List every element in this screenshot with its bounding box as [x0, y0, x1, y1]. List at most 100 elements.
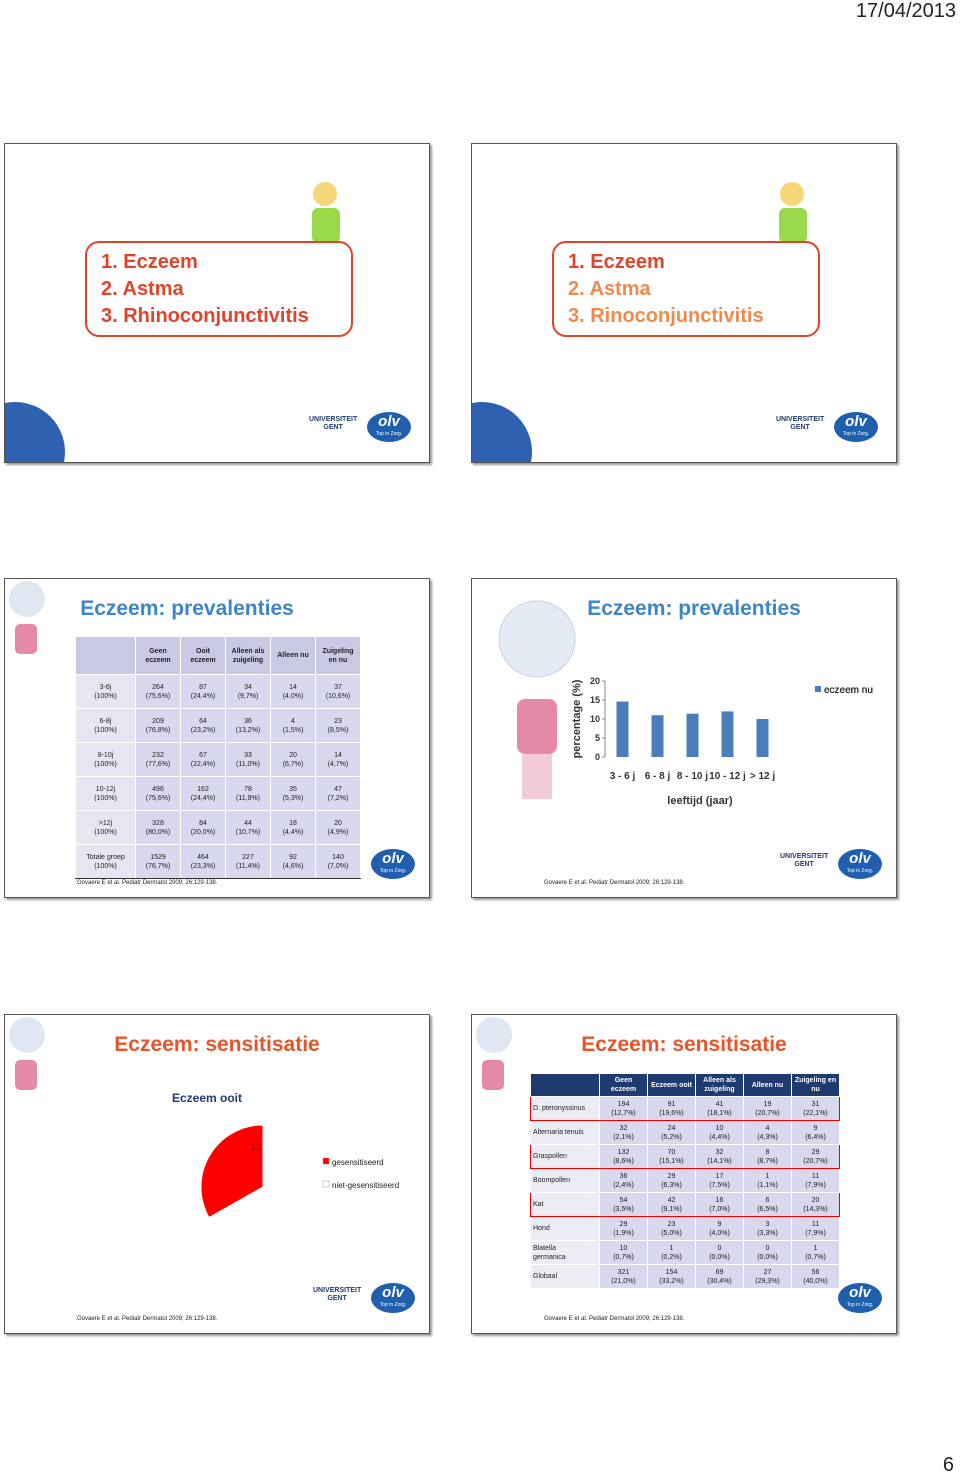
value-label: 33,2 [250, 1143, 270, 1154]
logo-text: UNIVERSITEIT [313, 1287, 362, 1294]
data-table: Geen eczeem Eczeem ooit Alleen als zuigeli… [530, 1073, 840, 1289]
header-cell: Alleen nu [270, 636, 316, 675]
table-cell: 23 (8,5%) [315, 708, 361, 743]
table-cell: 20 (14,3%) [791, 1192, 840, 1217]
y-tick-label: 5 [595, 733, 600, 743]
table-row: Globaal 321 (21,0%) 154 (33,2%) 69 (30,4%) 2… [530, 1264, 840, 1289]
table-cell: 6 (6,5%) [743, 1192, 792, 1217]
table-cell: 10 (0,7%) [599, 1240, 648, 1265]
legend-swatch [322, 1157, 330, 1165]
list-item: 2. Astma [101, 278, 184, 300]
table-cell: 321 (21,0%) [599, 1264, 648, 1289]
list-item: 3. Rhinoconjunctivitis [101, 305, 309, 327]
child-illustration [498, 600, 576, 799]
table-row: Kat 54 (3,5%) 42 (9,1%) 16 (7,0%) 6 (6,5%) 20… [530, 1192, 840, 1217]
table-cell: 132 (8,6%) [599, 1144, 648, 1169]
table-cell: 29 (20,7%) [791, 1144, 840, 1169]
table-cell: 32 (14,1%) [695, 1144, 744, 1169]
decoration [5, 402, 65, 462]
header-cell: Alleen als zuigeling [695, 1073, 744, 1097]
pie-slice [208, 1124, 326, 1250]
table-cell: 232 (77,6%) [135, 742, 181, 777]
ugent-logo: UNIVERSITEIT GENT [313, 1287, 361, 1303]
row-label: Alternaria tenuis [530, 1120, 600, 1145]
logo-text: olv [378, 413, 400, 430]
logo-text: UNIVERSITEIT [776, 416, 825, 423]
table-row: D. pteronyssinus 194 (12,7%) 91 (19,6%) 41 … [530, 1096, 840, 1121]
x-tick-label: > 12 j [750, 771, 776, 782]
table-cell: 44 (10,7%) [225, 810, 271, 845]
table-row: Graspollen 132 (8,6%) 70 (15,1%) 32 (14,1%)… [530, 1144, 840, 1169]
header-cell: Eczeem ooit [647, 1073, 696, 1097]
chart: 0 5 10 15 20 3 - 6 j 6 - 8 j 8 - 10 j 10 - 12 j >… [571, 676, 873, 807]
row-label: 3-6j (100%) [75, 674, 136, 709]
x-tick-label: 6 - 8 j [645, 771, 671, 782]
table-row: Boompollen 36 (2,4%) 29 (6,3%) 17 (7,5%) 1 (… [530, 1168, 840, 1193]
bar [686, 713, 699, 757]
x-axis-label: leeftijd (jaar) [667, 795, 733, 807]
header-cell [75, 636, 136, 675]
table-cell: 14 (4,0%) [270, 674, 316, 709]
table-cell: 0 (0,0%) [743, 1240, 792, 1265]
table-cell: 11 (7,9%) [791, 1216, 840, 1241]
olv-logo: olv Top in Zorg. [371, 849, 415, 879]
table-row: Blatella germanica 10 (0,7%) 1 (0,2%) 0 (0,… [530, 1240, 840, 1265]
table-cell: 328 (80,0%) [135, 810, 181, 845]
table-cell: 1 (0,7%) [791, 1240, 840, 1265]
decoration [472, 402, 532, 462]
logo-text: olv [849, 1284, 871, 1301]
row-label: D. pteronyssinus [530, 1096, 600, 1121]
logo-text: Top in Zorg. [379, 1302, 407, 1308]
bar [756, 719, 769, 757]
table-cell: 54 (3,5%) [599, 1192, 648, 1217]
table-cell: 34 (9,7%) [225, 674, 271, 709]
x-tick-label: 8 - 10 j [677, 771, 708, 782]
row-label: Hond [530, 1216, 600, 1241]
row-label: >12j (100%) [75, 810, 136, 845]
table-cell: 18 (4,4%) [270, 810, 316, 845]
table-cell: 264 (75,6%) [135, 674, 181, 709]
header-cell: Alleen als zuigeling [225, 636, 271, 675]
olv-logo: olv Top in Zorg. [838, 1283, 882, 1313]
table-row: 6-8j (100%) 209 (76,8%) 64 (23,2%) 36 (13,2… [75, 708, 361, 743]
date: 17/04/2013 [855, 0, 956, 22]
table-cell: 1 (1,1%) [743, 1168, 792, 1193]
legend-label: eczeem nu [824, 685, 873, 696]
header-cell: Ooit eczeem [180, 636, 226, 675]
list-box: 1. Eczeem 2. Astma 3. Rinoconjunctivitis [552, 241, 820, 337]
table-cell: 162 (24,4%) [180, 776, 226, 811]
logo-text: UNIVERSITEIT [780, 853, 829, 860]
table-cell: 27 (29,3%) [743, 1264, 792, 1289]
child-illustration [9, 1017, 45, 1090]
table-cell: 4 (4,3%) [743, 1120, 792, 1145]
table-cell: 36 (13,2%) [225, 708, 271, 743]
table-cell: 33 (11,0%) [225, 742, 271, 777]
list-box: 1. Eczeem 2. Astma 3. Rhinoconjunctiviti… [85, 241, 353, 337]
table-row: Totale groep (100%) 1529 (76,7%) 464 (23,3… [75, 844, 361, 879]
table-row: 3-6j (100%) 264 (75,6%) 87 (24,4%) 34 (9,7%… [75, 674, 361, 709]
legend-label: niet-gesensitiseerd [332, 1181, 399, 1190]
data-table: Geen eczeem Ooit eczeem Alleen als zuigeli… [75, 636, 361, 879]
header-cell: Zuigeling en nu [315, 636, 361, 675]
table-cell: 154 (33,2%) [647, 1264, 696, 1289]
table-cell: 42 (9,1%) [647, 1192, 696, 1217]
table-cell: 17 (7,5%) [695, 1168, 744, 1193]
header-cell: Geen eczeem [135, 636, 181, 675]
table-cell: 92 (4,6%) [270, 844, 316, 879]
table-cell: 0 (0,0%) [695, 1240, 744, 1265]
chart-title: Eczeem ooit [172, 1091, 242, 1105]
table-cell: 3 (3,3%) [743, 1216, 792, 1241]
logo-text: olv [845, 413, 867, 430]
table-cell: 70 (15,1%) [647, 1144, 696, 1169]
slide: Eczeem: sensitisatie Govaere E et al. Pe… [4, 1014, 430, 1334]
bar [616, 701, 629, 757]
logo-text: Top in Zorg. [842, 431, 870, 437]
logo-text: olv [382, 850, 404, 867]
table-cell: 8 (8,7%) [743, 1144, 792, 1169]
table-cell: 464 (23,3%) [180, 844, 226, 879]
olv-logo: olv Top in Zorg. [834, 412, 878, 442]
table-cell: 78 (11,9%) [225, 776, 271, 811]
table-cell: 140 (7,0%) [315, 844, 361, 879]
pie-slice [200, 1124, 264, 1219]
olv-logo: olv Top in Zorg. [367, 412, 411, 442]
